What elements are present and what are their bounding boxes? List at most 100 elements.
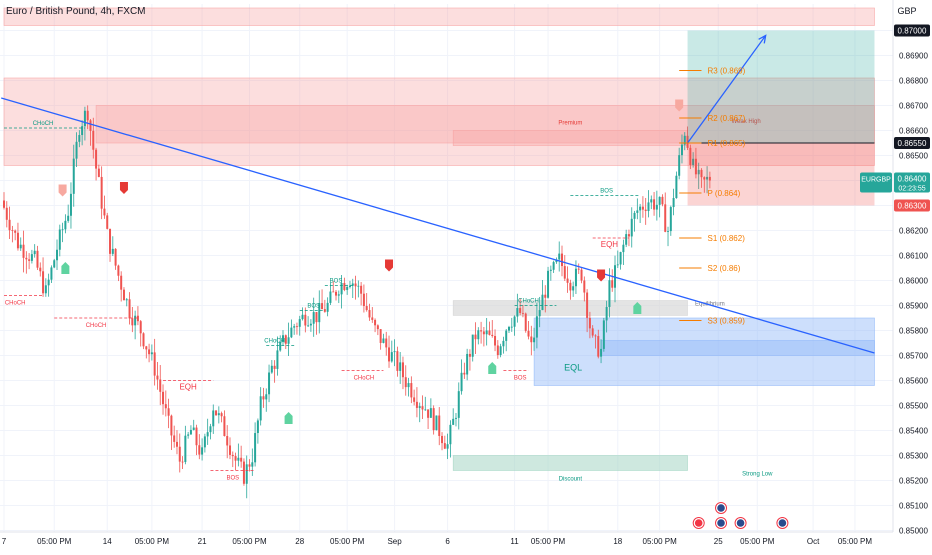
candle-body xyxy=(485,330,488,335)
candle-body xyxy=(683,135,686,145)
candle-body xyxy=(630,218,633,237)
candle-body xyxy=(371,317,374,320)
candle-body xyxy=(600,348,603,357)
price-badge xyxy=(894,24,930,37)
candle-body xyxy=(117,265,120,276)
candle-body xyxy=(86,110,89,121)
candle-body xyxy=(368,310,371,318)
candle-body xyxy=(97,168,100,177)
pivot-label: R3 (0.869) xyxy=(708,67,746,76)
event-flag-icon xyxy=(717,504,725,512)
candle-body xyxy=(234,456,237,461)
zone-top-band xyxy=(3,7,875,26)
candle-body xyxy=(8,219,11,231)
candle-body xyxy=(131,318,134,326)
candle-body xyxy=(203,436,206,448)
candle-body xyxy=(293,326,296,328)
candle-body xyxy=(427,409,430,418)
candle-body xyxy=(636,210,639,213)
zone-label: EQL xyxy=(564,363,582,373)
zone-label: Premium xyxy=(558,120,582,126)
candle-body xyxy=(708,176,711,181)
candle-body xyxy=(36,250,39,268)
candle-body xyxy=(170,415,173,436)
stop-price-badge xyxy=(894,199,930,212)
position-layer xyxy=(687,30,875,206)
candle-body xyxy=(672,198,675,208)
trendline[interactable] xyxy=(1,97,875,354)
candle-body xyxy=(181,461,184,463)
structure-label: CHoCH xyxy=(354,376,375,382)
time-tick-label: 05:00 PM xyxy=(531,537,566,546)
candle-body xyxy=(680,144,683,156)
candle-body xyxy=(125,299,128,301)
candle-body xyxy=(223,416,226,437)
candle-body xyxy=(499,346,502,356)
candle-body xyxy=(482,331,485,335)
candle-body xyxy=(217,413,220,416)
time-axis[interactable]: 7 05:00 PM 14 05:00 PM 21 05:00 PM 28 05:00 PM S… xyxy=(0,531,893,550)
candle-body xyxy=(343,282,346,290)
candle-body xyxy=(50,267,53,280)
candle-body xyxy=(365,306,368,311)
candle-body xyxy=(689,147,692,165)
candle-body xyxy=(290,327,293,338)
time-tick-label: 11 xyxy=(510,537,519,546)
annotations-layer: CHoCH CHoCH CHoCH EQH BOS CHoCH BOS BOS CHoCH BOS… xyxy=(1,97,875,482)
candle-body xyxy=(209,426,212,433)
candle-body xyxy=(480,330,483,332)
candle-body xyxy=(494,336,497,346)
structure-label: BOS xyxy=(514,376,527,382)
pivot-label: P (0.864) xyxy=(708,189,741,198)
candle-body xyxy=(580,269,583,281)
candle-body xyxy=(240,457,243,462)
structure-label: CHoCH xyxy=(33,121,54,127)
candle-body xyxy=(647,202,650,212)
candle-body xyxy=(231,454,234,457)
candle-body xyxy=(159,379,162,392)
candle-body xyxy=(488,330,491,335)
candle-body xyxy=(443,443,446,449)
candle-body xyxy=(270,365,273,373)
candle-body xyxy=(206,432,209,437)
candle-body xyxy=(134,315,137,326)
price-tick-label: 0.86100 xyxy=(899,252,928,261)
candle-body xyxy=(530,336,533,343)
shapes-layer xyxy=(58,99,684,424)
position-target-zone[interactable] xyxy=(687,30,875,144)
candle-body xyxy=(611,280,614,288)
candle-body xyxy=(192,427,195,430)
price-tick-label: 0.85800 xyxy=(899,327,928,336)
candle-body xyxy=(583,280,586,293)
candle-body xyxy=(189,429,192,435)
candle-body xyxy=(56,249,59,261)
candle-body xyxy=(184,435,187,462)
candle-body xyxy=(307,325,310,327)
time-tick-label: 14 xyxy=(103,537,112,546)
candle-body xyxy=(92,130,95,150)
candle-body xyxy=(385,338,388,348)
candle-body xyxy=(195,427,198,446)
candle-body xyxy=(156,375,159,380)
candle-body xyxy=(19,244,22,249)
candle-body xyxy=(106,215,109,229)
time-tick-label: 21 xyxy=(198,537,207,546)
position-stop-zone[interactable] xyxy=(687,143,875,206)
candle-body xyxy=(215,410,218,416)
candle-body xyxy=(644,209,647,212)
candle-body xyxy=(226,436,229,446)
candle-body xyxy=(254,433,257,463)
chart-title[interactable]: Euro / British Pound, 4h, FXCM xyxy=(6,6,146,17)
candle-body xyxy=(53,260,56,268)
candle-body xyxy=(667,231,670,232)
candle-body xyxy=(282,335,284,342)
candle-body xyxy=(262,396,265,400)
price-tick-label: 0.85100 xyxy=(899,502,928,511)
zone-blue-inner xyxy=(600,340,875,356)
candle-body xyxy=(164,404,167,409)
candle-body xyxy=(510,326,513,328)
candle-body xyxy=(669,207,672,232)
zone-premium-ob xyxy=(452,130,688,146)
price-axis[interactable]: 0.85000 0.85100 0.85200 0.85300 0.85400 0.855… xyxy=(892,0,932,550)
